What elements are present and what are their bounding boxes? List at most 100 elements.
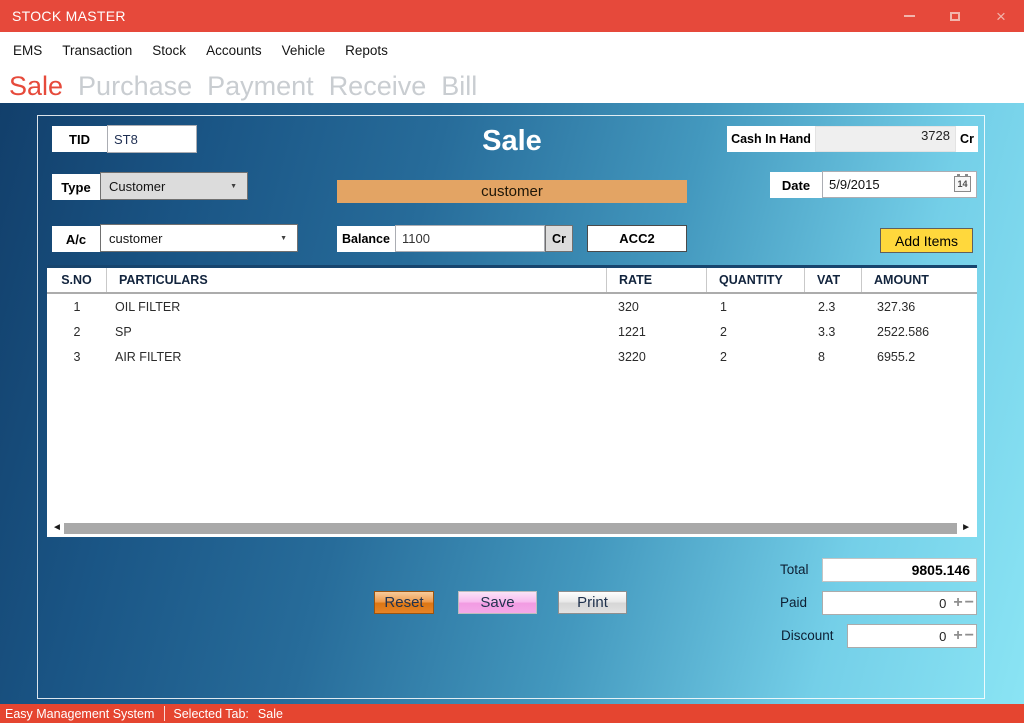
menu-item-repots[interactable]: Repots — [345, 42, 388, 58]
cell-rate: 3220 — [618, 349, 646, 364]
cash-in-hand-amount: 3728 — [921, 128, 950, 143]
account-dropdown[interactable]: customer ▼ — [100, 224, 298, 252]
close-icon: × — [996, 6, 1006, 26]
date-label: Date — [770, 172, 822, 198]
minimize-button[interactable] — [886, 0, 932, 32]
tab-purchase[interactable]: Purchase — [78, 70, 193, 101]
status-bar: Easy Management System Selected Tab: Sal… — [0, 704, 1024, 723]
tab-bill[interactable]: Bill — [441, 70, 478, 101]
date-value: 5/9/2015 — [829, 177, 880, 192]
status-divider — [164, 706, 166, 721]
menu-item-ems[interactable]: EMS — [13, 42, 43, 58]
discount-value: 0 — [939, 628, 947, 644]
chevron-down-icon: ▼ — [280, 234, 287, 242]
balance-label: Balance — [337, 226, 395, 252]
paid-plus-button[interactable]: + — [953, 594, 963, 611]
type-dropdown[interactable]: Customer ▼ — [100, 172, 248, 200]
table-row[interactable]: 1 OIL FILTER 320 1 2.3 327.36 — [47, 294, 977, 319]
column-header-quantity[interactable]: QUANTITY — [707, 268, 805, 292]
items-grid: S.NO PARTICULARS RATE QUANTITY VAT AMOUN… — [47, 265, 977, 537]
menu-item-vehicle[interactable]: Vehicle — [281, 42, 326, 58]
discount-plus-button[interactable]: + — [953, 627, 963, 644]
party-type-banner: customer — [337, 180, 687, 203]
print-button[interactable]: Print — [558, 591, 627, 614]
menu-item-stock[interactable]: Stock — [152, 42, 187, 58]
menubar: EMS Transaction Stock Accounts Vehicle R… — [0, 32, 1024, 68]
date-picker[interactable]: 5/9/2015 14 — [822, 171, 977, 198]
table-row[interactable]: 3 AIR FILTER 3220 2 8 6955.2 — [47, 344, 977, 369]
window-controls: × — [886, 0, 1024, 32]
balance-cr-button[interactable]: Cr — [545, 225, 573, 252]
cell-particulars: OIL FILTER — [115, 299, 181, 314]
add-items-button[interactable]: Add Items — [880, 228, 973, 253]
status-selected-tab-label: Selected Tab: — [173, 706, 249, 721]
acc2-button[interactable]: ACC2 — [587, 225, 687, 252]
titlebar: STOCK MASTER × — [0, 0, 1024, 32]
cell-particulars: SP — [115, 324, 132, 339]
status-selected-tab-value: Sale — [257, 706, 283, 721]
maximize-button[interactable] — [932, 0, 978, 32]
column-header-amount[interactable]: AMOUNT — [874, 273, 929, 287]
total-value: 9805.146 — [911, 562, 970, 578]
sale-panel: TID ST8 Sale Cash In Hand 3728 Cr Type C… — [0, 103, 1024, 704]
total-value-box: 9805.146 — [822, 558, 977, 582]
paid-value: 0 — [939, 595, 947, 611]
cash-in-hand-value: 3728 — [815, 126, 956, 152]
menu-item-transaction[interactable]: Transaction — [62, 42, 133, 58]
column-header-particulars[interactable]: PARTICULARS — [107, 268, 607, 292]
account-label: A/c — [52, 226, 100, 252]
cell-amount: 6955.2 — [877, 349, 916, 364]
discount-label: Discount — [781, 628, 834, 643]
paid-label: Paid — [780, 595, 808, 610]
window-title: STOCK MASTER — [12, 8, 126, 24]
cash-in-hand-label: Cash In Hand — [727, 126, 815, 152]
horizontal-scrollbar[interactable]: ◄ ► — [47, 520, 977, 537]
cell-amount: 327.36 — [877, 299, 916, 314]
scrollbar-thumb[interactable] — [64, 523, 957, 534]
tid-label: TID — [52, 126, 107, 152]
tab-payment[interactable]: Payment — [207, 70, 314, 101]
menu-item-accounts[interactable]: Accounts — [206, 42, 262, 58]
maximize-icon — [950, 11, 960, 21]
cell-quantity: 2 — [720, 349, 727, 364]
minimize-icon — [903, 15, 915, 17]
column-header-vat[interactable]: VAT — [805, 268, 862, 292]
page-title: Sale — [482, 125, 542, 157]
tid-value: ST8 — [114, 131, 138, 147]
column-header-rate[interactable]: RATE — [607, 268, 707, 292]
chevron-down-icon: ▼ — [230, 182, 237, 190]
cell-sno: 3 — [73, 349, 81, 364]
cell-amount: 2522.586 — [877, 324, 930, 339]
grid-header: S.NO PARTICULARS RATE QUANTITY VAT AMOUN… — [47, 268, 977, 294]
status-app-name: Easy Management System — [5, 706, 155, 721]
save-button[interactable]: Save — [458, 591, 537, 614]
tab-strip: Sale Purchase Payment Receive Bill — [0, 68, 1024, 103]
cell-particulars: AIR FILTER — [115, 349, 182, 364]
tid-input[interactable]: ST8 — [107, 125, 197, 153]
calendar-icon[interactable]: 14 — [954, 174, 971, 192]
account-selected-value: customer — [109, 230, 163, 246]
close-button[interactable]: × — [978, 0, 1024, 32]
total-label: Total — [780, 562, 809, 577]
discount-stepper[interactable]: 0 + − — [847, 624, 977, 648]
paid-stepper[interactable]: 0 + − — [822, 591, 977, 615]
cash-in-hand-cr: Cr — [956, 126, 978, 152]
scroll-left-icon[interactable]: ◄ — [52, 522, 62, 533]
table-row[interactable]: 2 SP 1221 2 3.3 2522.586 — [47, 319, 977, 344]
column-header-sno[interactable]: S.NO — [47, 268, 107, 292]
cell-vat: 8 — [818, 349, 825, 364]
balance-value: 1100 — [402, 231, 430, 246]
type-label: Type — [52, 174, 100, 200]
tab-sale[interactable]: Sale — [9, 70, 64, 101]
discount-minus-button[interactable]: − — [964, 627, 974, 644]
scroll-right-icon[interactable]: ► — [961, 522, 971, 533]
balance-input[interactable]: 1100 — [395, 225, 545, 252]
cell-quantity: 1 — [720, 299, 727, 314]
type-selected-value: Customer — [109, 178, 166, 194]
paid-minus-button[interactable]: − — [964, 594, 974, 611]
reset-button[interactable]: Reset — [374, 591, 434, 614]
cell-sno: 1 — [73, 299, 81, 314]
cell-quantity: 2 — [720, 324, 727, 339]
tab-receive[interactable]: Receive — [328, 70, 427, 101]
